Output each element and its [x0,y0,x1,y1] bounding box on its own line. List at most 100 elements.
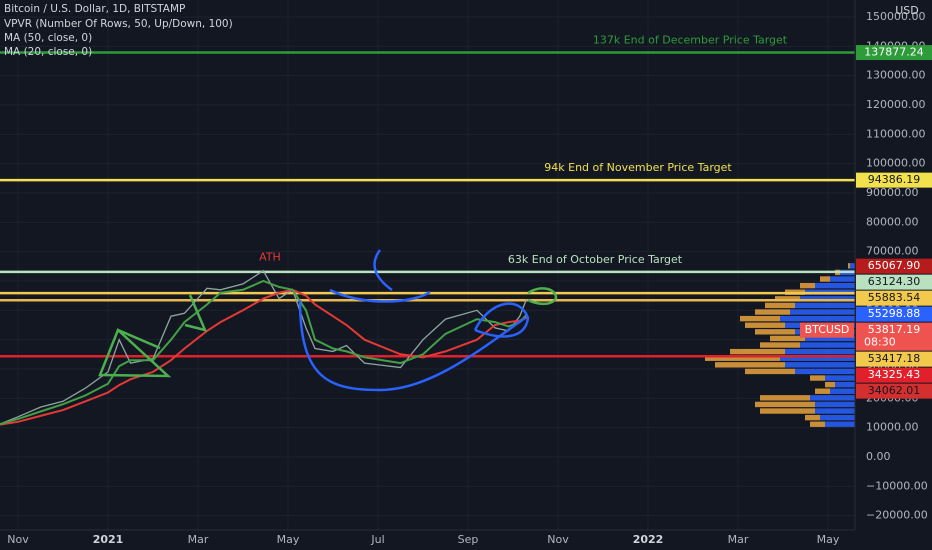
series-line [0,288,527,426]
volume-down [760,408,815,414]
price-level-label: 63k End of October Price Target [508,253,683,266]
cup-drawing [298,299,526,392]
y-tick-label: −20000.00 [866,509,928,522]
legend-title: Bitcoin / U.S. Dollar, 1D, BITSTAMP [4,3,185,15]
volume-up [780,315,855,322]
volume-down [715,362,785,368]
volume-down [730,348,785,355]
series-line [0,279,528,426]
x-tick-label: Sep [458,533,479,546]
y-tick-label: 150000.00 [866,10,926,23]
volume-down [760,395,810,401]
triangle-drawing [98,327,172,378]
price-label-box [856,351,932,367]
price-label: 94386.19 [868,173,921,186]
volume-up [830,388,855,394]
price-label-box [856,258,932,274]
legend-indicator: VPVR (Number Of Rows, 50, Up/Down, 100) [4,18,233,30]
volume-down [805,414,820,421]
volume-down [770,335,805,342]
price-label-box [856,45,932,61]
volume-down [765,302,795,309]
volume-up [785,362,855,368]
horizontal-lines: 137k End of December Price Target 94k End… [0,34,855,358]
volume-down [755,329,795,335]
price-label: 63124.30 [868,275,921,288]
x-tick-label: Mar [188,533,209,546]
volume-up [785,348,855,355]
volume-up [850,263,855,269]
volume-down [745,322,785,328]
volume-down [705,355,780,361]
volume-up [815,282,855,289]
volume-down [820,276,830,282]
price-label-box [856,322,932,351]
x-tick-label: May [277,533,300,546]
volume-down [848,263,850,269]
price-label-box [856,306,932,322]
symbol-label-box [800,322,854,338]
axis-unit: USD [895,4,919,17]
volume-up [790,309,855,315]
price-label-box [856,367,932,383]
volume-up [795,302,855,309]
y-tick-label: 10000.00 [866,421,919,434]
volume-down [745,368,795,375]
x-tick-label: May [817,533,840,546]
steam-drawing [329,249,431,303]
y-tick-label: −10000.00 [866,479,928,492]
y-tick-label: 90000.00 [866,186,919,199]
y-tick-label: 130000.00 [866,69,926,82]
y-tick-label: 0.00 [866,450,891,463]
price-label: 65067.90 [868,259,921,272]
price-label: 53417.18 [868,352,921,365]
target-drawing [527,287,558,306]
volume-up [815,401,855,408]
volume-up [780,355,855,361]
x-tick-label: Mar [728,533,749,546]
volume-up [815,408,855,414]
handle-drawing [473,302,530,338]
volume-down [760,342,800,348]
y-tick-label: 70000.00 [866,245,919,258]
volume-up [820,414,855,421]
volume-up [800,296,855,302]
flag-drawing [184,294,208,332]
volume-down [775,296,800,302]
legend-ma50: MA (50, close, 0) [4,32,92,44]
volume-up [825,421,855,427]
price-label: 34325.43 [868,368,921,381]
price-label-box [856,274,932,290]
volume-down [755,401,815,408]
volume-up [805,335,855,342]
price-level-label: 137k End of December Price Target [593,34,788,47]
y-tick-label: 120000.00 [866,98,926,111]
volume-profile [705,263,855,427]
volume-down [800,282,815,289]
legend: Bitcoin / U.S. Dollar, 1D, BITSTAMP VPVR… [4,3,233,58]
price-label-box [856,383,932,399]
volume-up [825,375,855,381]
y-tick-label: 80000.00 [866,215,919,228]
x-tick-label: Nov [7,533,29,546]
price-level-label: 94k End of November Price Target [544,161,732,174]
x-tick-label: 2022 [633,533,664,546]
price-label-box [856,172,932,188]
x-tick-label: Nov [547,533,569,546]
volume-up [800,342,855,348]
price-label: 34062.01 [868,384,921,397]
legend-ma20: MA (20, close, 0) [4,46,92,58]
price-label: 53817.19 [868,323,921,336]
volume-down [810,421,825,427]
price-label: 55883.54 [868,291,921,304]
y-tick-label: 100000.00 [866,157,926,170]
x-tick-label: 2021 [93,533,124,546]
volume-down [755,309,790,315]
price-labels: 137877.24 94386.19 65067.90 63124.30 55883.5… [800,45,932,399]
price-label: 55298.88 [868,307,921,320]
volume-down [810,375,825,381]
volume-up [810,395,855,401]
volume-up [830,276,855,282]
